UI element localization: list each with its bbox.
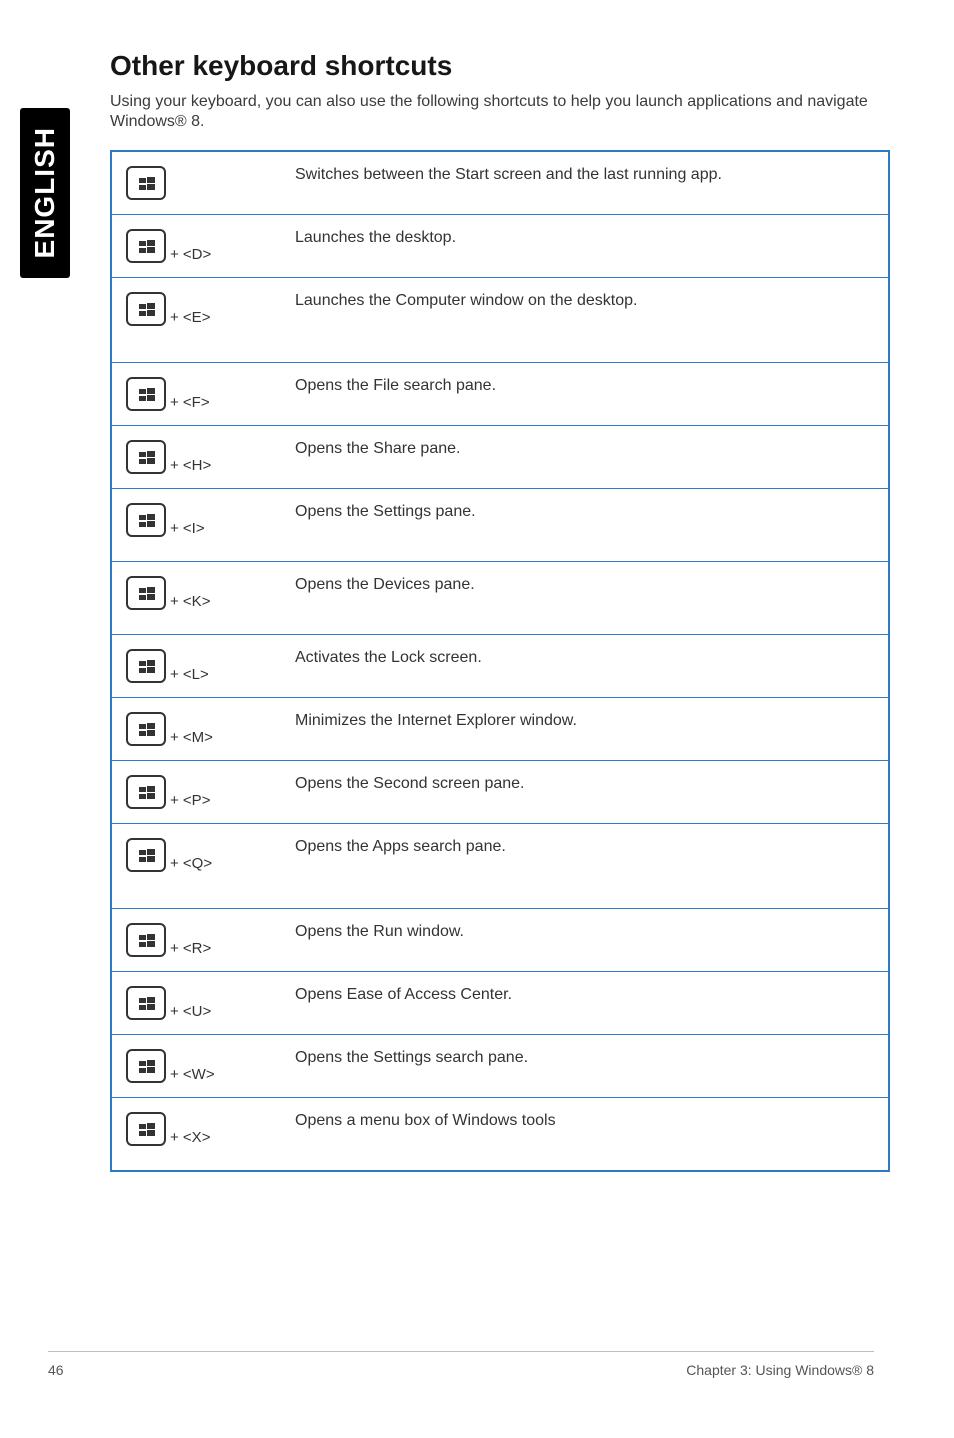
shortcut-key-cell: + <X> [111, 1098, 281, 1172]
windows-key-icon [126, 440, 166, 474]
shortcut-key-cell: + <U> [111, 972, 281, 1035]
table-row: Switches between the Start screen and th… [111, 151, 889, 215]
windows-key-icon [126, 775, 166, 809]
shortcut-key-suffix: + <Q> [170, 855, 212, 872]
windows-key-icon [126, 1112, 166, 1146]
shortcut-description: Opens the Settings search pane. [281, 1035, 889, 1098]
page-footer: 46 Chapter 3: Using Windows® 8 [48, 1362, 874, 1378]
table-row: + <P> Opens the Second screen pane. [111, 761, 889, 824]
shortcut-key-suffix: + <P> [170, 792, 210, 809]
shortcut-key-suffix: + <F> [170, 394, 210, 411]
windows-key-icon [126, 292, 166, 326]
shortcut-key-suffix: + <E> [170, 309, 210, 326]
windows-key-icon [126, 712, 166, 746]
table-row: + <M> Minimizes the Internet Explorer win… [111, 698, 889, 761]
shortcut-key-cell: + <Q> [111, 824, 281, 909]
windows-key-icon [126, 1049, 166, 1083]
table-row: + <I> Opens the Settings pane. [111, 489, 889, 562]
shortcut-key-cell: + <F> [111, 363, 281, 426]
table-row: + <D> Launches the desktop. [111, 215, 889, 278]
table-row: + <R> Opens the Run window. [111, 909, 889, 972]
shortcut-key-suffix: + <X> [170, 1129, 210, 1146]
shortcut-description: Switches between the Start screen and th… [281, 151, 889, 215]
windows-key-icon [126, 576, 166, 610]
language-side-tab: ENGLISH [20, 108, 70, 278]
table-row: + <Q> Opens the Apps search pane. [111, 824, 889, 909]
windows-key-icon [126, 838, 166, 872]
table-row: + <L> Activates the Lock screen. [111, 635, 889, 698]
shortcut-key-cell: + <K> [111, 562, 281, 635]
windows-key-icon [126, 377, 166, 411]
shortcut-key-cell: + <L> [111, 635, 281, 698]
table-row: + <E> Launches the Computer window on the… [111, 278, 889, 363]
shortcut-description: Opens the File search pane. [281, 363, 889, 426]
shortcut-key-cell: + <E> [111, 278, 281, 363]
shortcut-description: Opens the Share pane. [281, 426, 889, 489]
shortcut-description: Activates the Lock screen. [281, 635, 889, 698]
shortcut-description: Opens a menu box of Windows tools [281, 1098, 889, 1172]
table-row: + <F> Opens the File search pane. [111, 363, 889, 426]
shortcut-key-cell: + <H> [111, 426, 281, 489]
shortcut-key-suffix: + <R> [170, 940, 211, 957]
footer-rule [48, 1351, 874, 1352]
page-intro: Using your keyboard, you can also use th… [110, 92, 890, 132]
shortcut-description: Opens Ease of Access Center. [281, 972, 889, 1035]
shortcut-key-suffix: + <I> [170, 520, 205, 537]
shortcut-description: Opens the Second screen pane. [281, 761, 889, 824]
shortcut-description: Minimizes the Internet Explorer window. [281, 698, 889, 761]
shortcut-key-cell: + <W> [111, 1035, 281, 1098]
shortcut-key-cell: + <M> [111, 698, 281, 761]
shortcut-description: Launches the Computer window on the desk… [281, 278, 889, 363]
shortcut-key-suffix: + <L> [170, 666, 209, 683]
page-heading: Other keyboard shortcuts [110, 50, 890, 82]
page-content: Other keyboard shortcuts Using your keyb… [110, 50, 890, 1172]
shortcut-description: Opens the Settings pane. [281, 489, 889, 562]
table-row: + <W> Opens the Settings search pane. [111, 1035, 889, 1098]
windows-key-icon [126, 503, 166, 537]
windows-key-icon [126, 229, 166, 263]
table-row: + <X> Opens a menu box of Windows tools [111, 1098, 889, 1172]
shortcut-description: Opens the Apps search pane. [281, 824, 889, 909]
language-side-tab-text: ENGLISH [29, 127, 61, 258]
windows-key-icon [126, 166, 166, 200]
shortcut-description: Opens the Run window. [281, 909, 889, 972]
windows-key-icon [126, 649, 166, 683]
table-row: + <K> Opens the Devices pane. [111, 562, 889, 635]
shortcut-key-cell: + <P> [111, 761, 281, 824]
shortcut-description: Launches the desktop. [281, 215, 889, 278]
shortcut-key-suffix: + <U> [170, 1003, 211, 1020]
shortcut-key-cell: + <D> [111, 215, 281, 278]
shortcut-key-suffix: + <H> [170, 457, 211, 474]
shortcut-key-cell [111, 151, 281, 215]
shortcut-key-suffix: + <K> [170, 593, 210, 610]
table-row: + <H> Opens the Share pane. [111, 426, 889, 489]
shortcut-description: Opens the Devices pane. [281, 562, 889, 635]
shortcut-key-cell: + <R> [111, 909, 281, 972]
shortcut-key-suffix: + <M> [170, 729, 213, 746]
page-number: 46 [48, 1362, 64, 1378]
windows-key-icon [126, 923, 166, 957]
chapter-title: Chapter 3: Using Windows® 8 [686, 1362, 874, 1378]
shortcut-key-cell: + <I> [111, 489, 281, 562]
windows-key-icon [126, 986, 166, 1020]
shortcuts-table: Switches between the Start screen and th… [110, 150, 890, 1172]
shortcut-key-suffix: + <D> [170, 246, 211, 263]
table-row: + <U> Opens Ease of Access Center. [111, 972, 889, 1035]
shortcut-key-suffix: + <W> [170, 1066, 215, 1083]
